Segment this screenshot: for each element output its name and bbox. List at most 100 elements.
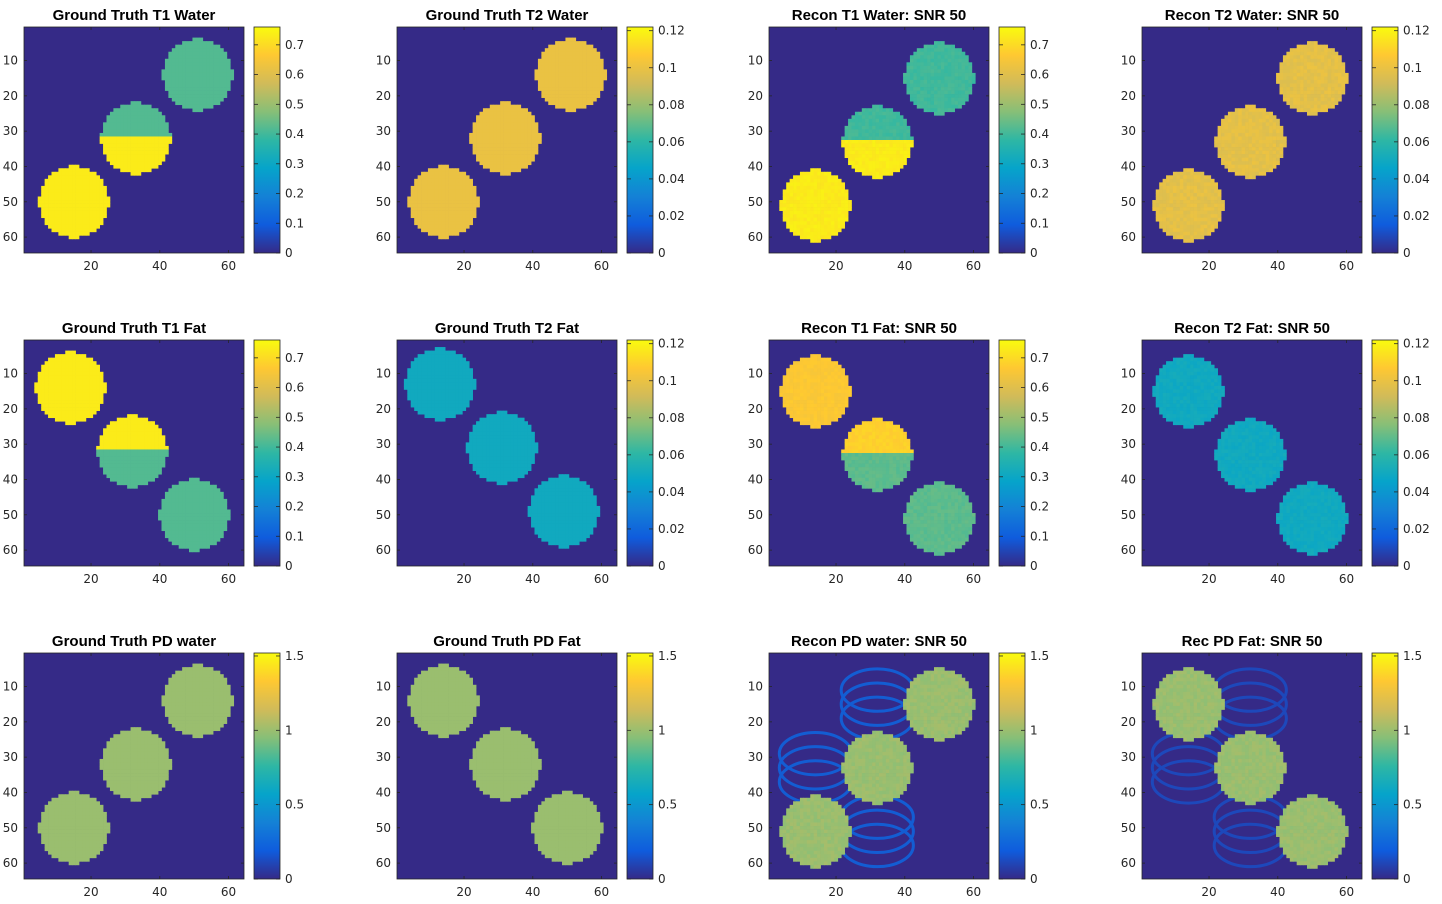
pixel (448, 224, 453, 229)
pixel (68, 192, 73, 197)
pixel (930, 76, 935, 81)
pixel (140, 147, 145, 151)
pixel (964, 58, 969, 63)
pixel (940, 48, 945, 53)
pixel (520, 108, 525, 113)
pixel (803, 217, 808, 222)
pixel (1289, 101, 1294, 106)
pixel (182, 65, 186, 70)
pixel (103, 136, 107, 141)
pixel (909, 55, 914, 60)
pixel (192, 101, 197, 106)
pixel (1197, 189, 1201, 194)
pixel (1176, 185, 1181, 190)
pixel (75, 407, 80, 411)
pixel (903, 147, 907, 151)
pixel (1286, 51, 1291, 56)
pixel (568, 65, 573, 70)
pixel (448, 214, 453, 219)
pixel (82, 368, 87, 373)
pixel (875, 175, 880, 180)
pixel (824, 203, 828, 208)
pixel (48, 178, 52, 183)
pixel (537, 65, 542, 70)
pixel (455, 168, 460, 173)
pixel (472, 143, 477, 148)
pixel (1193, 178, 1198, 183)
pixel (1221, 161, 1225, 166)
pixel (202, 513, 207, 517)
pixel (1227, 122, 1232, 127)
pixel (154, 435, 159, 440)
pixel (1193, 196, 1198, 201)
pixel (65, 403, 70, 408)
pixel (810, 235, 815, 240)
pixel (1176, 178, 1181, 183)
pixel (793, 228, 797, 233)
pixel (782, 192, 787, 197)
colorbar-tick-label: 0.08 (1403, 98, 1430, 112)
pixel (421, 185, 425, 190)
pixel (875, 164, 880, 169)
pixel (1183, 238, 1188, 243)
pixel (1265, 111, 1270, 116)
pixel (54, 178, 59, 183)
pixel (1210, 185, 1215, 190)
pixel (513, 104, 518, 109)
pixel (116, 161, 121, 166)
pixel (603, 72, 608, 77)
pixel (507, 157, 511, 162)
pixel (164, 449, 169, 454)
pixel (799, 228, 804, 233)
pixel (96, 185, 100, 190)
pixel (882, 132, 887, 137)
pixel (579, 48, 583, 53)
pixel (130, 164, 135, 169)
pixel (1248, 157, 1253, 162)
pixel (951, 79, 955, 84)
pixel (182, 520, 186, 524)
pixel (48, 189, 52, 194)
pixel (906, 154, 911, 159)
pixel (572, 79, 577, 84)
pixel (558, 69, 563, 74)
pixel (82, 392, 87, 397)
pixel (834, 178, 839, 183)
pixel (534, 143, 539, 148)
pixel (854, 150, 859, 155)
pixel (1152, 200, 1157, 204)
pixel (827, 235, 832, 240)
pixel (507, 129, 511, 134)
pixel (103, 129, 107, 134)
pixel (579, 72, 583, 77)
pixel (1324, 62, 1328, 67)
pixel (1214, 196, 1218, 201)
pixel (189, 62, 193, 67)
pixel (1331, 76, 1335, 81)
pixel (144, 456, 149, 461)
pixel (1341, 65, 1346, 70)
pixel (1238, 111, 1243, 116)
pixel (851, 140, 856, 144)
pixel (199, 72, 204, 77)
colorbar-tick-label: 0.2 (1030, 187, 1049, 201)
pixel (185, 97, 190, 102)
pixel (178, 516, 183, 521)
pixel (109, 474, 114, 479)
pixel (216, 72, 221, 77)
pixel (1217, 140, 1222, 144)
pixel (99, 453, 104, 457)
pixel (476, 140, 480, 144)
pixel (185, 62, 190, 67)
pixel (109, 428, 114, 433)
pixel (223, 87, 228, 91)
pixel (951, 87, 955, 91)
pixel (189, 44, 193, 49)
pixel (140, 125, 145, 130)
pixel (89, 182, 94, 187)
y-tick-label: 20 (3, 89, 18, 103)
pixel (482, 108, 487, 113)
pixel (1231, 143, 1236, 148)
pixel (1169, 224, 1174, 229)
pixel (1327, 58, 1332, 63)
